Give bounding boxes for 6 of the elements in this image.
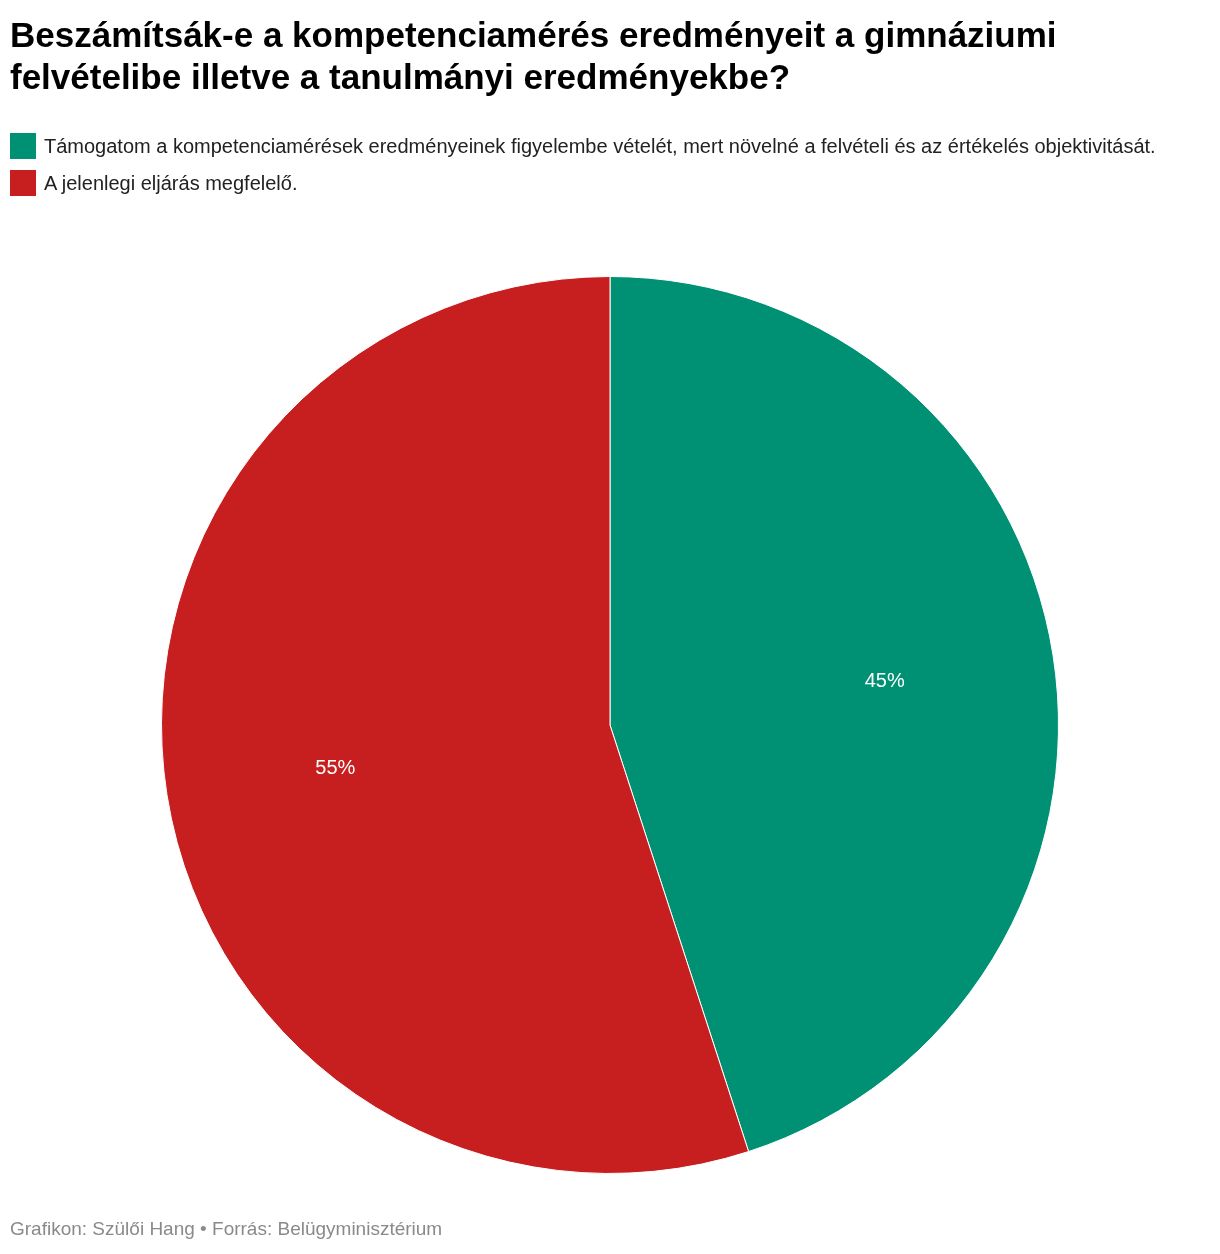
data-label: 45% xyxy=(864,669,905,692)
data-label: 55% xyxy=(315,756,356,779)
chart-title: Beszámítsák-e a kompetenciamérés eredményeit a gimnáziumi felvételibe illetve a tanulmányi eredményekbe? xyxy=(10,14,1058,98)
legend-label: A jelenlegi eljárás megfelelő. xyxy=(44,171,298,196)
legend-label: Támogatom a kompetenciamérések eredményeinek figyelembe vételét, mert növelné a felvételi és az értékelés objektivitását. xyxy=(44,134,1156,159)
text: Grafikon: Szülői Hang • Forrás: Belügyminisztérium xyxy=(10,1218,443,1240)
